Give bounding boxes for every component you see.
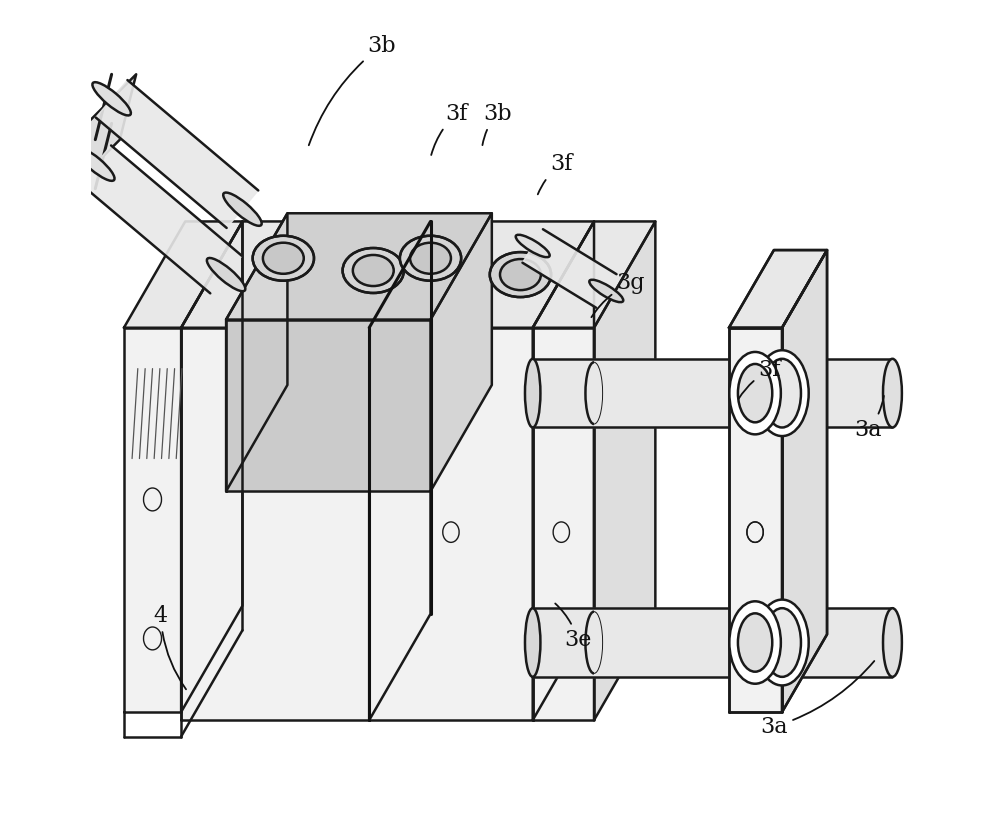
- Ellipse shape: [76, 147, 115, 181]
- Polygon shape: [181, 328, 369, 720]
- Polygon shape: [729, 328, 782, 712]
- Polygon shape: [533, 609, 892, 676]
- Text: 3e: 3e: [555, 604, 591, 651]
- Ellipse shape: [343, 248, 404, 293]
- Polygon shape: [594, 221, 655, 720]
- Polygon shape: [369, 328, 533, 720]
- Ellipse shape: [755, 351, 809, 436]
- Ellipse shape: [253, 236, 314, 281]
- Ellipse shape: [525, 609, 540, 676]
- Ellipse shape: [92, 82, 131, 115]
- Polygon shape: [729, 328, 782, 712]
- Ellipse shape: [738, 364, 772, 423]
- Text: 3f: 3f: [538, 153, 573, 194]
- Polygon shape: [226, 319, 431, 491]
- Polygon shape: [96, 80, 258, 228]
- Polygon shape: [729, 250, 827, 328]
- Ellipse shape: [589, 280, 623, 302]
- Polygon shape: [124, 221, 242, 328]
- Ellipse shape: [263, 242, 304, 274]
- Ellipse shape: [410, 242, 451, 274]
- Ellipse shape: [525, 359, 540, 428]
- Text: 3b: 3b: [482, 102, 512, 145]
- Polygon shape: [729, 250, 827, 328]
- Text: 3f: 3f: [739, 360, 781, 399]
- Polygon shape: [124, 328, 181, 712]
- Polygon shape: [181, 221, 431, 328]
- Ellipse shape: [755, 600, 809, 686]
- Ellipse shape: [738, 613, 772, 672]
- Ellipse shape: [763, 609, 801, 676]
- Text: 3a: 3a: [760, 661, 874, 738]
- Ellipse shape: [223, 192, 262, 226]
- Ellipse shape: [490, 252, 551, 297]
- Text: 3a: 3a: [854, 396, 884, 441]
- Polygon shape: [782, 250, 827, 712]
- Text: 3f: 3f: [431, 102, 468, 155]
- Polygon shape: [226, 213, 492, 319]
- Ellipse shape: [353, 255, 394, 286]
- Polygon shape: [369, 221, 594, 328]
- Polygon shape: [369, 221, 431, 720]
- Ellipse shape: [207, 258, 245, 292]
- Ellipse shape: [516, 235, 550, 257]
- Polygon shape: [71, 75, 136, 188]
- Polygon shape: [181, 221, 242, 712]
- Polygon shape: [522, 229, 617, 308]
- Text: 3b: 3b: [309, 34, 396, 145]
- Polygon shape: [226, 213, 287, 491]
- Text: 4: 4: [154, 604, 186, 690]
- Polygon shape: [533, 359, 892, 428]
- Ellipse shape: [400, 236, 461, 281]
- Polygon shape: [431, 213, 492, 491]
- Polygon shape: [533, 221, 655, 328]
- Ellipse shape: [763, 359, 801, 428]
- Ellipse shape: [883, 609, 902, 676]
- Ellipse shape: [729, 352, 781, 434]
- Ellipse shape: [500, 259, 541, 290]
- Ellipse shape: [883, 359, 902, 428]
- Polygon shape: [79, 146, 242, 293]
- Text: 3g: 3g: [591, 272, 645, 317]
- Polygon shape: [533, 328, 594, 720]
- Ellipse shape: [729, 601, 781, 684]
- Polygon shape: [533, 221, 594, 720]
- Polygon shape: [782, 250, 827, 712]
